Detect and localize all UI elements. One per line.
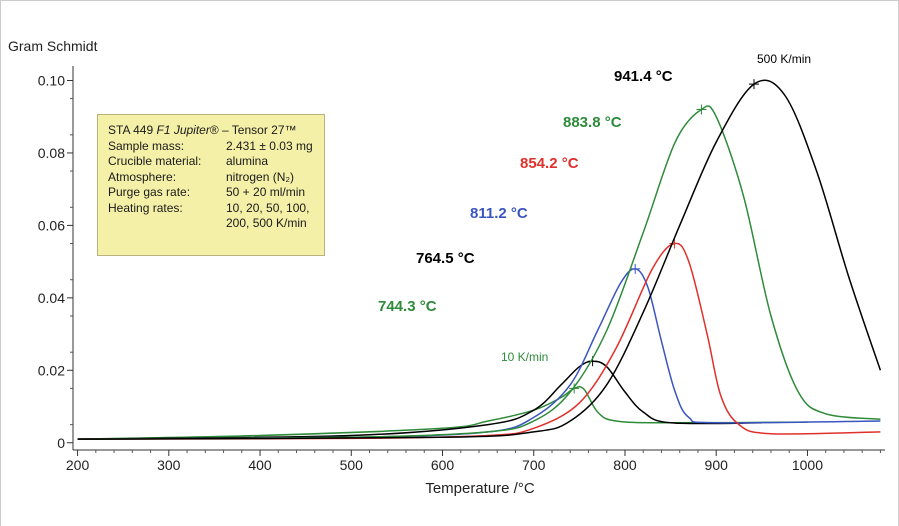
x-tick-label: 300 bbox=[157, 457, 181, 473]
info-box-title: STA 449 F1 Jupiter® – Tensor 27™ bbox=[108, 123, 324, 139]
info-value: 50 + 20 ml/min bbox=[226, 185, 306, 199]
series-line-500-k-min bbox=[77, 79, 882, 440]
experiment-info-box: STA 449 F1 Jupiter® – Tensor 27™ Sample … bbox=[97, 114, 325, 256]
y-tick-group: 0 0.02 0.04 0.06 0.08 0.10 bbox=[38, 72, 73, 451]
info-title-prefix: STA 449 bbox=[108, 123, 157, 137]
x-tick-label: 200 bbox=[66, 457, 90, 473]
series-group bbox=[77, 79, 882, 440]
minor-ticks bbox=[70, 98, 881, 453]
peak-temperature-label: 744.3 °C bbox=[378, 298, 437, 315]
info-title-italic: F1 Jupiter bbox=[156, 123, 210, 137]
peak-temperature-label: 764.5 °C bbox=[416, 250, 475, 267]
x-tick-label: 500 bbox=[340, 457, 364, 473]
info-title-suffix: ® – Tensor 27™ bbox=[209, 123, 297, 137]
heating-rate-label: 500 K/min bbox=[757, 52, 811, 66]
info-key: Sample mass: bbox=[108, 138, 185, 153]
info-value: alumina bbox=[226, 154, 269, 168]
info-key: Heating rates: bbox=[108, 200, 183, 215]
info-row-atmosphere: Atmosphere: nitrogen (N₂) bbox=[108, 170, 324, 186]
y-tick-label: 0.06 bbox=[38, 217, 65, 233]
info-row-crucible: Crucible material: alumina bbox=[108, 154, 324, 170]
x-tick-label: 600 bbox=[431, 457, 455, 473]
x-tick-group: 200 300 400 500 600 700 800 900 1000 bbox=[66, 450, 823, 473]
x-tick-label: 900 bbox=[705, 457, 729, 473]
x-tick-label: 1000 bbox=[792, 457, 823, 473]
y-tick-label: 0.02 bbox=[38, 362, 65, 378]
info-key: Atmosphere: bbox=[108, 169, 177, 184]
info-value: 10, 20, 50, 100, bbox=[226, 200, 310, 215]
info-value: nitrogen (N₂) bbox=[226, 169, 295, 184]
peak-temperature-label: 941.4 °C bbox=[614, 68, 673, 85]
info-row-purge-gas: Purge gas rate: 50 + 20 ml/min bbox=[108, 185, 324, 201]
y-tick-label: 0.10 bbox=[38, 72, 65, 88]
peak-temperature-label: 811.2 °C bbox=[470, 205, 528, 222]
annotation-group: 941.4 °C 883.8 °C 854.2 °C 811.2 °C 764.5 °C… bbox=[378, 52, 811, 364]
info-row-heating-rates-cont: 200, 500 K/min bbox=[226, 216, 307, 230]
peak-temperature-label: 854.2 °C bbox=[520, 155, 579, 172]
x-axis-label: Temperature /°C bbox=[425, 480, 535, 497]
series-line-10-k-min bbox=[77, 386, 808, 440]
info-value: 2.431 ± 0.03 mg bbox=[226, 138, 313, 153]
series-line-20-k-min bbox=[77, 360, 762, 440]
peak-temperature-label: 883.8 °C bbox=[563, 114, 622, 131]
info-row-heating-rates: Heating rates: 10, 20, 50, 100, bbox=[108, 201, 324, 217]
x-tick-label: 800 bbox=[613, 457, 637, 473]
y-tick-label: 0.04 bbox=[38, 290, 65, 306]
y-tick-label: 0 bbox=[57, 435, 65, 451]
info-row-sample-mass: Sample mass: 2.431 ± 0.03 mg bbox=[108, 139, 324, 155]
info-key: Purge gas rate: bbox=[108, 185, 191, 199]
y-tick-label: 0.08 bbox=[38, 145, 65, 161]
x-tick-label: 700 bbox=[522, 457, 546, 473]
x-tick-label: 400 bbox=[248, 457, 272, 473]
info-key: Crucible material: bbox=[108, 154, 202, 168]
y-axis-title: Gram Schmidt bbox=[8, 38, 98, 54]
heating-rate-label: 10 K/min bbox=[501, 350, 548, 364]
series-line-200-k-min bbox=[77, 105, 881, 440]
series-line-50-k-min bbox=[77, 268, 881, 440]
